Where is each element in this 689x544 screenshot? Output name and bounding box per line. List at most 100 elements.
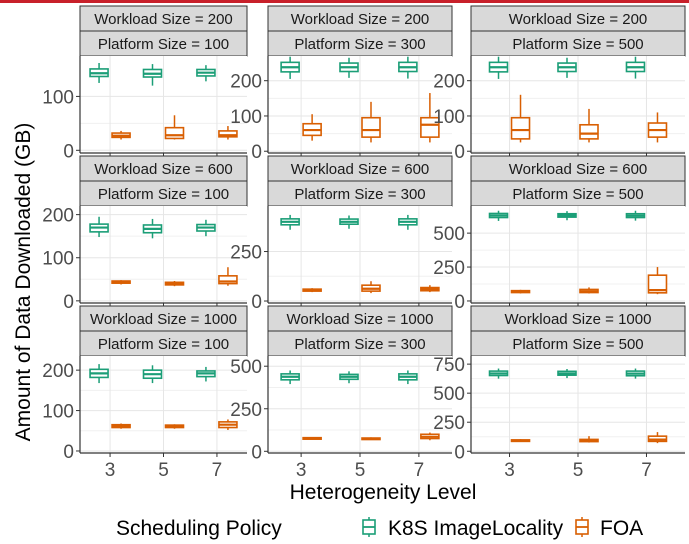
box-foa xyxy=(111,423,131,429)
box-body xyxy=(420,116,440,138)
y-tick-label: 0 xyxy=(454,292,465,313)
strip-platform-label: Platform Size = 100 xyxy=(98,186,229,203)
y-tick-label: 100 xyxy=(42,87,74,108)
strip-platform xyxy=(79,30,248,57)
y-tick-label: 250 xyxy=(433,413,465,434)
y-tick-label: 500 xyxy=(230,357,262,378)
box-foa xyxy=(361,437,381,441)
strip-workload-label: Workload Size = 200 xyxy=(509,11,648,28)
box-foa xyxy=(647,112,668,143)
strip-workload xyxy=(470,155,686,182)
y-tick-label: 0 xyxy=(63,141,74,162)
strip-workload xyxy=(79,155,248,182)
strip-workload xyxy=(470,5,686,32)
box-body xyxy=(361,116,381,138)
x-tick-label: 7 xyxy=(414,460,425,481)
panel-2: Workload Size = 200 Platform Size = 300 0 1… xyxy=(230,5,453,163)
y-tick-label: 200 xyxy=(42,361,74,382)
strip-platform-label: Platform Size = 300 xyxy=(294,336,425,353)
box-foa xyxy=(510,94,531,143)
strip-platform-label: Platform Size = 500 xyxy=(512,336,643,353)
strip-platform xyxy=(470,330,686,357)
box-k8s xyxy=(488,368,509,379)
strip-workload-label: Workload Size = 600 xyxy=(509,161,648,178)
box-foa xyxy=(302,288,322,293)
panel-8: Workload Size = 1000 Platform Size = 300 0… xyxy=(230,305,453,481)
y-tick-label: 200 xyxy=(230,72,262,93)
x-tick-label: 5 xyxy=(158,460,169,481)
box-k8s xyxy=(89,216,109,238)
y-tick-label: 0 xyxy=(454,442,465,463)
box-body xyxy=(218,130,238,138)
x-tick-label: 3 xyxy=(105,460,116,481)
strip-platform-label: Platform Size = 100 xyxy=(98,336,229,353)
box-k8s xyxy=(398,370,418,385)
panel-7: Workload Size = 1000 Platform Size = 100 0… xyxy=(42,305,248,481)
box-foa xyxy=(420,93,440,143)
strip-workload xyxy=(267,305,453,332)
panel-6: Workload Size = 600 Platform Size = 500 0 2… xyxy=(433,155,686,313)
box-foa xyxy=(361,281,381,294)
y-axis-title: Amount of Data Downloaded (GB) xyxy=(12,123,35,442)
box-k8s xyxy=(280,370,300,385)
strip-workload xyxy=(267,5,453,32)
box-foa xyxy=(218,419,238,430)
box-k8s xyxy=(398,214,418,230)
strip-platform xyxy=(470,30,686,57)
box-k8s xyxy=(196,366,216,382)
box-k8s xyxy=(196,219,216,237)
box-k8s xyxy=(89,63,109,83)
legend-label-k8s: K8S ImageLocality xyxy=(388,517,564,540)
box-foa xyxy=(420,285,440,293)
strip-platform xyxy=(267,330,453,357)
panel-5: Workload Size = 600 Platform Size = 300 0 2… xyxy=(230,155,453,313)
y-tick-label: 100 xyxy=(42,249,74,270)
box-foa xyxy=(579,287,599,294)
box-foa xyxy=(361,101,381,143)
x-tick-label: 7 xyxy=(641,460,652,481)
strip-platform xyxy=(470,180,686,207)
box-foa xyxy=(302,436,322,440)
y-tick-label: 0 xyxy=(63,442,74,463)
strip-workload-label: Workload Size = 1000 xyxy=(90,311,237,328)
box-foa xyxy=(111,280,131,285)
box-k8s xyxy=(557,369,577,379)
box-k8s xyxy=(89,364,109,384)
box-k8s xyxy=(625,56,646,79)
x-axis-title: Heterogeneity Level xyxy=(290,481,477,504)
box-body xyxy=(510,116,531,140)
box-k8s xyxy=(625,368,646,379)
strip-platform-label: Platform Size = 100 xyxy=(98,36,229,53)
x-tick-label: 5 xyxy=(355,460,366,481)
box-k8s xyxy=(557,211,577,221)
x-tick-label: 5 xyxy=(573,460,584,481)
panel-3: Workload Size = 200 Platform Size = 500 0 1… xyxy=(433,5,686,163)
box-k8s xyxy=(339,57,359,78)
strip-workload xyxy=(79,5,248,32)
strip-platform-label: Platform Size = 500 xyxy=(512,186,643,203)
box-foa xyxy=(164,115,185,140)
strip-platform xyxy=(79,180,248,207)
box-foa xyxy=(218,126,238,140)
facet-panels: Workload Size = 200 Platform Size = 100 0 1… xyxy=(42,5,686,481)
box-k8s xyxy=(339,371,359,384)
y-tick-label: 750 xyxy=(433,355,465,376)
box-k8s xyxy=(280,56,300,79)
box-body xyxy=(218,275,238,285)
y-tick-label: 500 xyxy=(433,384,465,405)
box-foa xyxy=(420,432,440,441)
box-foa xyxy=(579,108,599,143)
legend: Scheduling Policy K8S ImageLocality FOA xyxy=(116,517,643,540)
strip-workload-label: Workload Size = 200 xyxy=(291,11,430,28)
box-k8s xyxy=(488,56,509,79)
box-body xyxy=(164,126,185,140)
y-tick-label: 500 xyxy=(433,224,465,245)
x-tick-label: 7 xyxy=(212,460,223,481)
legend-key-k8s xyxy=(362,517,376,537)
box-k8s xyxy=(142,218,163,239)
y-tick-label: 100 xyxy=(42,402,74,423)
panel-4: Workload Size = 600 Platform Size = 100 0 1… xyxy=(42,155,248,313)
box-foa xyxy=(510,289,531,294)
y-tick-label: 250 xyxy=(230,400,262,421)
